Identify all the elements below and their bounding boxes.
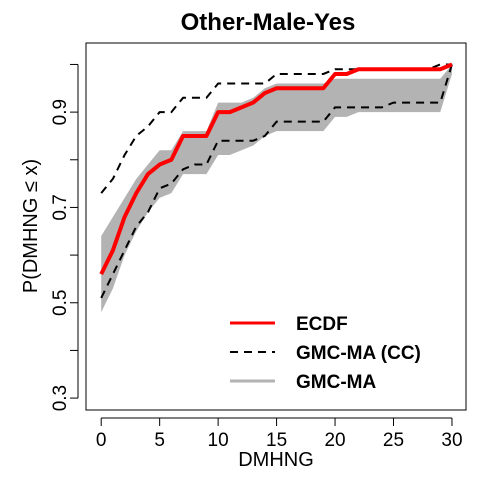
legend-label-gmc-ma: GMC-MA	[296, 372, 376, 393]
plot-frame	[85, 42, 467, 411]
y-tick-label: 0.3	[50, 385, 71, 411]
y-tick-label: 0.7	[50, 194, 71, 220]
x-tick-label: 25	[383, 430, 404, 451]
y-tick-label: 0.5	[50, 290, 71, 316]
x-tick-label: 15	[266, 430, 287, 451]
y-axis-label: P(DMHNG ≤ x)	[20, 159, 42, 293]
gmc-ma-band-layer	[101, 64, 452, 313]
x-tick-label: 30	[441, 430, 462, 451]
legend: ECDF GMC-MA (CC) GMC-MA	[230, 314, 421, 393]
x-tick-label: 20	[324, 430, 345, 451]
x-axis: 0 5 10 15 20 25 30	[96, 417, 463, 451]
legend-label-gmc-ma-cc: GMC-MA (CC)	[296, 343, 421, 364]
gmc-ma-cc-lower-line	[100, 64, 453, 299]
legend-label-ecdf: ECDF	[296, 314, 348, 335]
x-axis-label: DMHNG	[238, 449, 314, 471]
y-tick-label: 0.9	[50, 99, 71, 125]
x-tick-label: 10	[208, 430, 229, 451]
x-tick-label: 5	[154, 430, 165, 451]
series-layer	[99, 62, 453, 299]
ecdf-line	[99, 62, 453, 276]
chart-title: Other-Male-Yes	[181, 9, 356, 36]
y-axis: 0.3 0.5 0.7 0.9	[50, 63, 79, 411]
gmc-ma-band	[101, 64, 452, 313]
x-tick-label: 0	[96, 430, 107, 451]
